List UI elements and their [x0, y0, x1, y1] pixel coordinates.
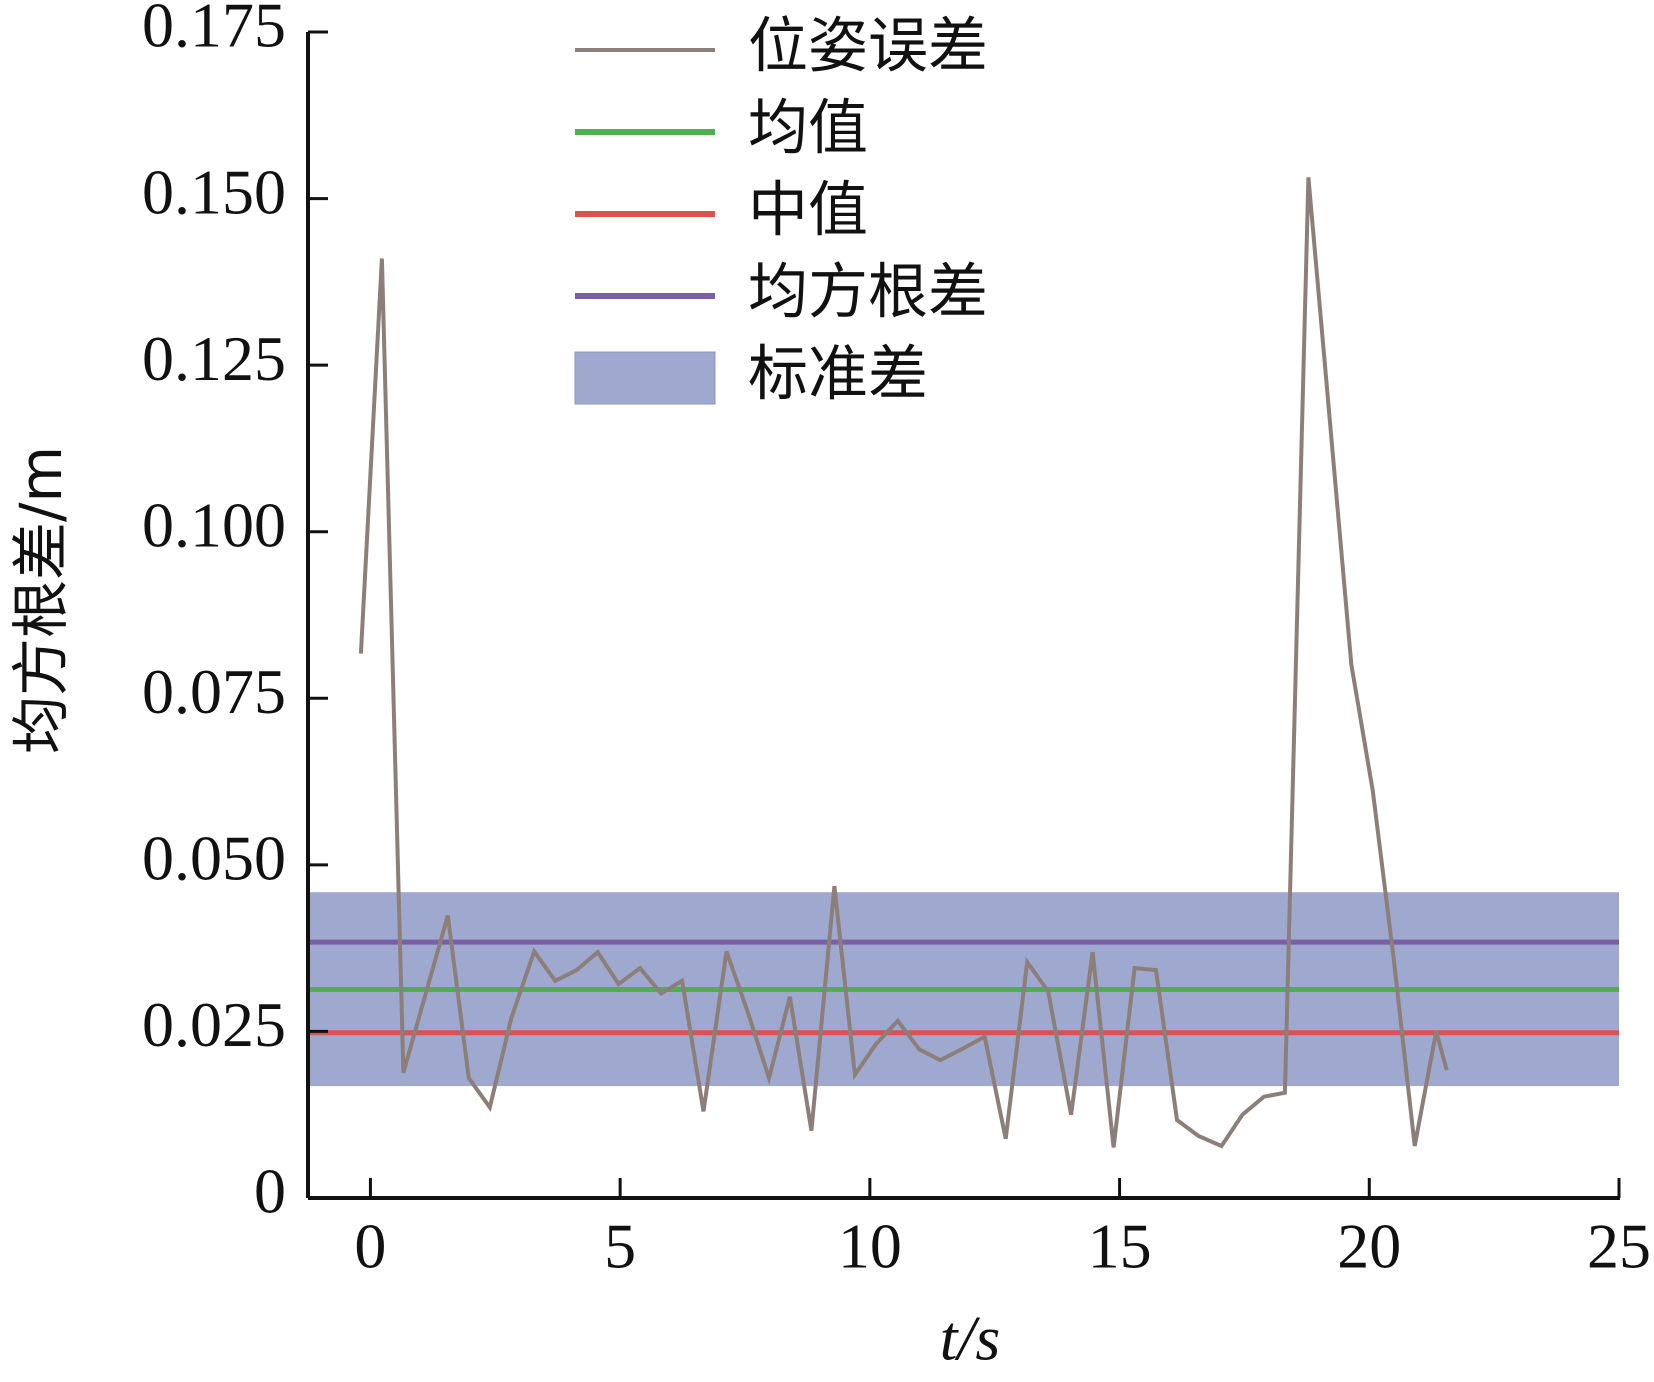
- y-axis-label: 均方根差/m: [7, 446, 75, 754]
- legend-label: 均值: [748, 94, 868, 164]
- legend-label: 标准差: [748, 340, 928, 410]
- series-line: [358, 177, 1449, 1149]
- x-tick-label: 25: [1587, 1211, 1651, 1282]
- legend-label: 中值: [748, 176, 868, 246]
- legend-label: 位姿误差: [748, 12, 988, 82]
- y-tick-label: 0.100: [142, 489, 286, 560]
- x-tick-label: 20: [1337, 1211, 1401, 1282]
- y-tick-label: 0.125: [142, 323, 286, 394]
- y-tick-label: 0.150: [142, 156, 286, 227]
- x-tick-label: 15: [1088, 1211, 1152, 1282]
- legend-swatch: [574, 351, 716, 405]
- x-tick-label: 10: [838, 1211, 902, 1282]
- y-tick-label: 0.025: [142, 989, 286, 1060]
- x-tick-label: 5: [604, 1211, 636, 1282]
- legend-label: 均方根差: [748, 258, 988, 328]
- y-tick-label: 0.050: [142, 823, 286, 894]
- x-axis-label: t/s: [940, 1303, 1000, 1374]
- y-tick-label: 0.175: [142, 0, 286, 61]
- y-tick-label: 0.075: [142, 656, 286, 727]
- y-tick-label: 0: [254, 1156, 286, 1227]
- x-tick-label: 0: [354, 1211, 386, 1282]
